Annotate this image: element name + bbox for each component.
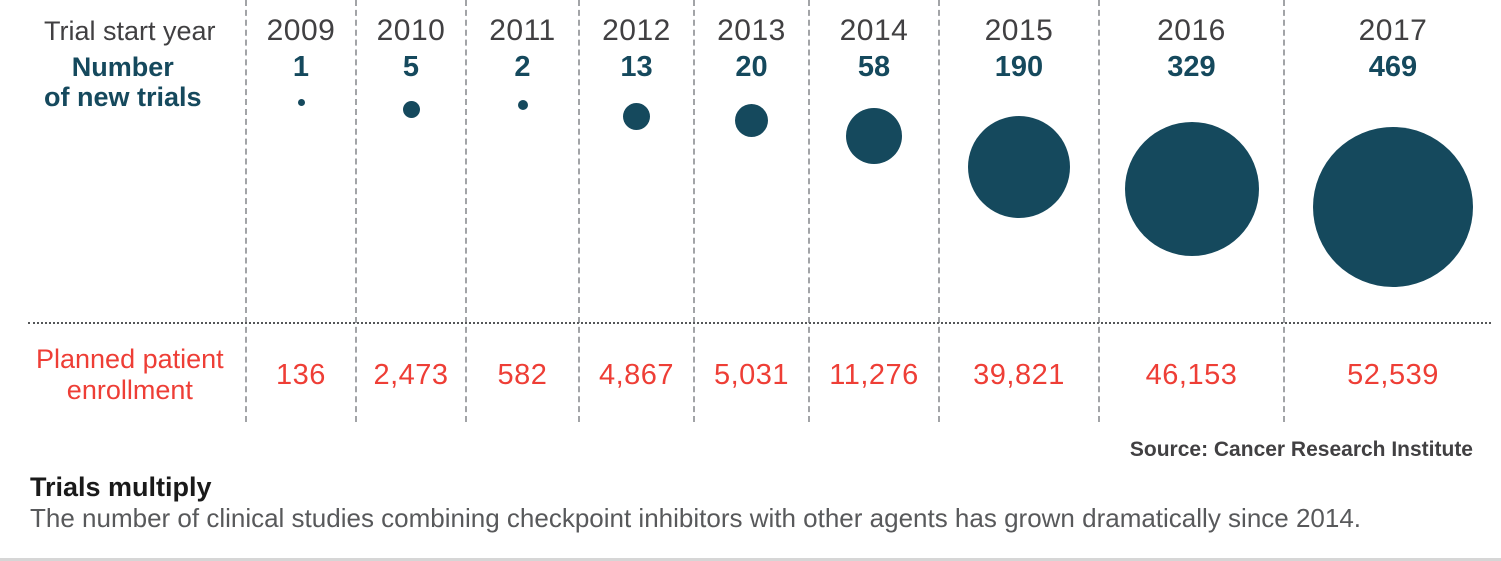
trial-count-bubble (968, 116, 1070, 218)
horizontal-dotted-divider (28, 322, 1491, 324)
trial-count-bubble (517, 100, 528, 110)
planned-patient-enrollment-line2: enrollment (66, 375, 193, 405)
year-column-2011: 2011 2 582 (465, 0, 578, 422)
trial-count-value: 5 (402, 51, 420, 83)
year-label: 2012 (602, 14, 671, 47)
trial-count-bubble (623, 103, 650, 130)
chart-title: Trials multiply (30, 472, 212, 502)
trial-count-value: 58 (857, 51, 891, 83)
enrollment-value: 4,867 (598, 358, 675, 391)
enrollment-value: 582 (497, 358, 548, 391)
year-label: 2011 (489, 14, 556, 47)
trial-start-year-label: Trial start year (44, 16, 216, 46)
trial-count-value: 20 (735, 51, 768, 83)
trial-count-bubble (1313, 127, 1473, 287)
year-label: 2016 (1157, 14, 1226, 47)
year-column-2010: 2010 5 2,473 (355, 0, 465, 422)
enrollment-value: 11,276 (829, 358, 919, 391)
trial-count-value: 190 (994, 51, 1044, 83)
trial-count-bubble (402, 101, 420, 118)
year-column-2015: 2015 190 39,821 (938, 0, 1098, 422)
number-of-new-trials-line1: Number (71, 52, 174, 82)
year-column-2009: 2009 1 136 (245, 0, 355, 422)
number-of-new-trials-line2: of new trials (44, 82, 202, 112)
trial-count-value: 2 (514, 51, 531, 83)
trial-count-value: 13 (620, 51, 653, 83)
trial-count-value: 329 (1167, 51, 1216, 83)
trial-count-bubble (1124, 122, 1259, 256)
year-column-2013: 2013 20 5,031 (693, 0, 808, 422)
trial-count-bubble (297, 99, 305, 106)
planned-patient-enrollment-line1: Planned patient (36, 344, 224, 374)
year-column-2016: 2016 329 46,153 (1098, 0, 1283, 422)
enrollment-value: 46,153 (1145, 358, 1238, 391)
year-label: 2017 (1358, 14, 1428, 47)
enrollment-value: 2,473 (373, 358, 449, 391)
year-label: 2010 (376, 14, 446, 47)
year-column-2014: 2014 58 11,276 (808, 0, 938, 422)
source-credit: Source: Cancer Research Institute (1129, 438, 1473, 461)
bottom-labels: Planned patient enrollment (0, 322, 245, 422)
year-label: 2013 (717, 14, 786, 47)
year-label: 2009 (266, 14, 336, 47)
year-label: 2014 (839, 14, 909, 47)
row-labels-column: Trial start year Number of new trials Pl… (0, 0, 245, 422)
number-of-new-trials-label: Number of new trials (44, 52, 202, 112)
chart-subtitle: The number of clinical studies combining… (30, 503, 1362, 533)
chart-area: Trial start year Number of new trials Pl… (0, 0, 1501, 422)
year-column-2017: 2017 469 52,539 (1283, 0, 1501, 422)
enrollment-value: 52,539 (1347, 358, 1439, 391)
year-label: 2015 (984, 14, 1054, 47)
enrollment-value: 5,031 (713, 358, 790, 391)
trial-count-value: 469 (1368, 51, 1418, 83)
planned-patient-enrollment-label: Planned patient enrollment (36, 344, 224, 406)
trial-count-value: 1 (292, 51, 310, 83)
year-column-2012: 2012 13 4,867 (578, 0, 693, 422)
trial-count-bubble (846, 108, 902, 164)
enrollment-value: 39,821 (973, 358, 1065, 391)
top-labels: Trial start year Number of new trials (0, 0, 245, 322)
enrollment-value: 136 (276, 358, 326, 391)
trial-count-bubble (735, 104, 768, 137)
